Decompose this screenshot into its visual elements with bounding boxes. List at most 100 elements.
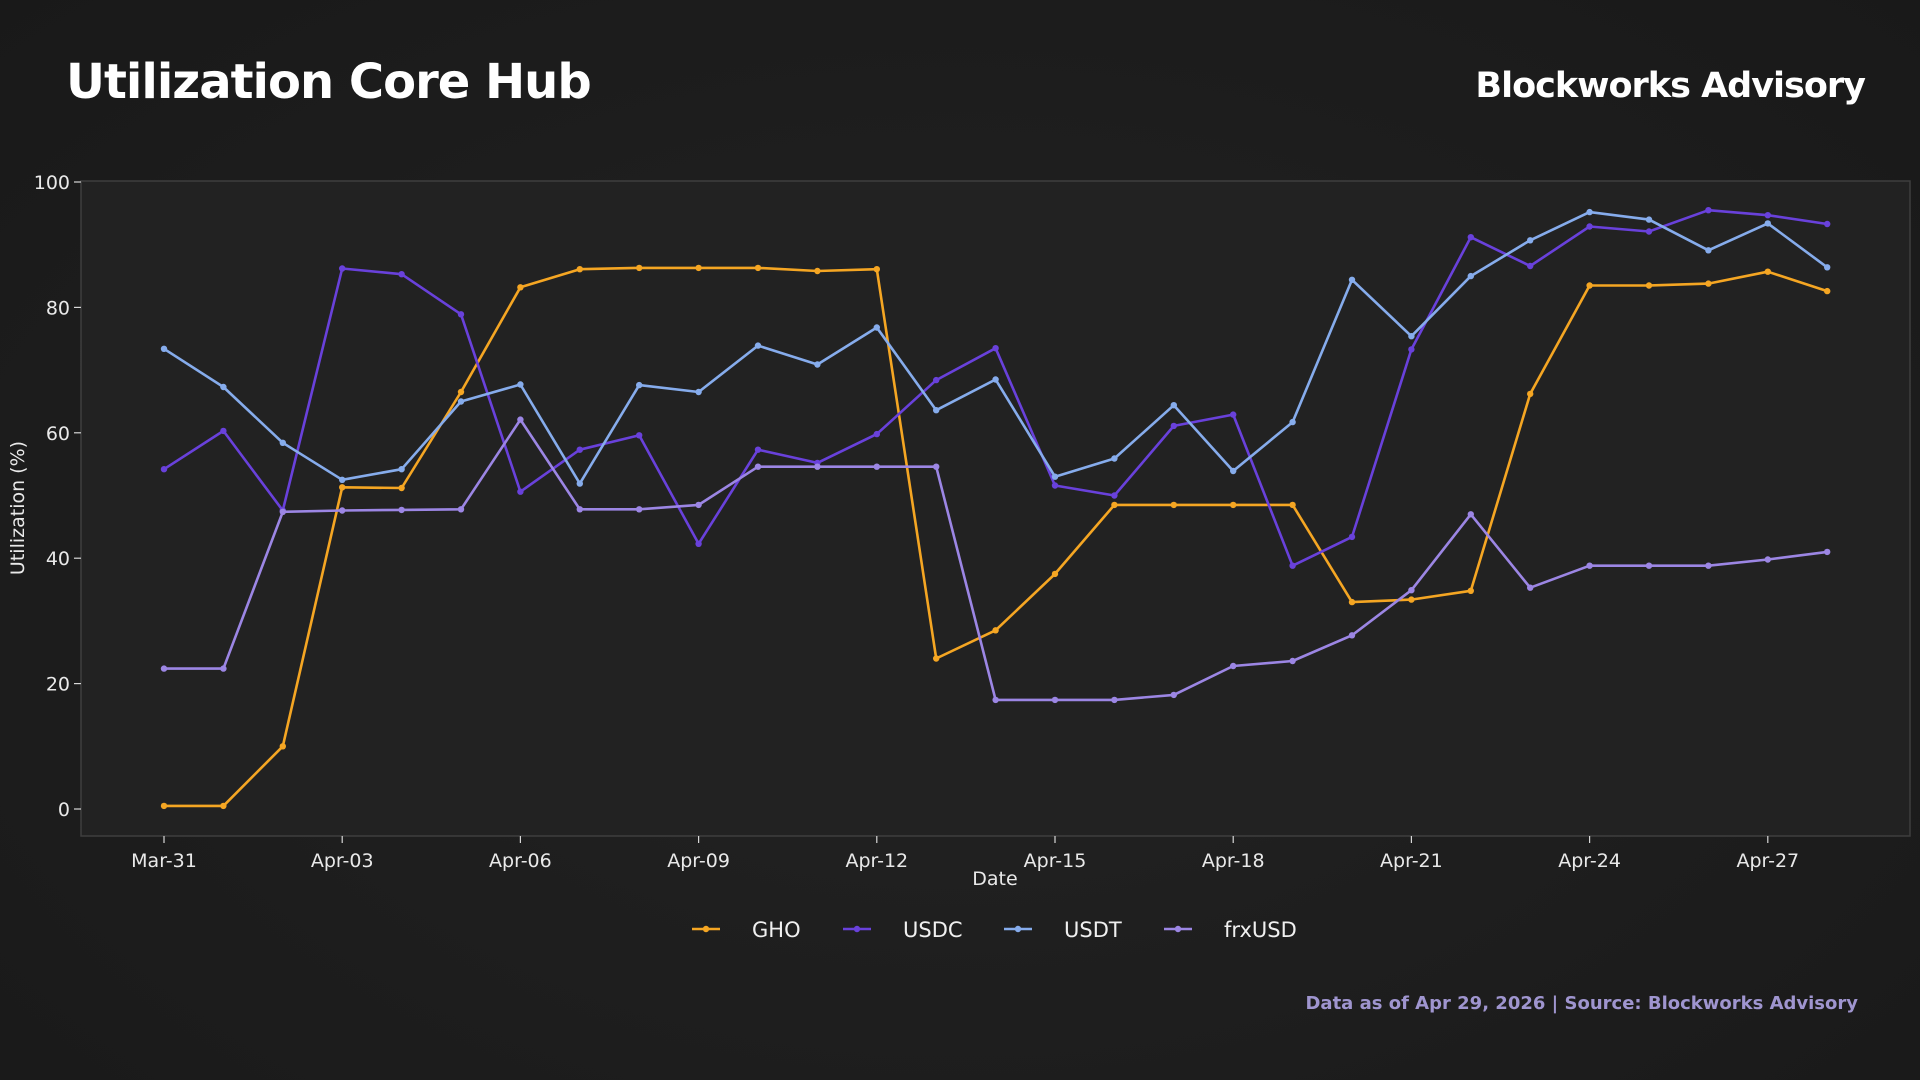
- data-point: [636, 432, 643, 439]
- data-point: [517, 488, 524, 495]
- data-point: [992, 345, 999, 352]
- data-point: [1408, 346, 1415, 353]
- series-frxusd: [160, 416, 1831, 704]
- series-usdc: [160, 207, 1831, 569]
- data-point: [1586, 208, 1593, 216]
- data-point: [873, 324, 880, 331]
- data-point: [220, 802, 227, 810]
- data-point: [1348, 276, 1356, 283]
- x-tick-label: Apr-03: [311, 850, 374, 872]
- legend-marker: [1174, 925, 1182, 933]
- data-point: [398, 506, 405, 514]
- data-point: [160, 802, 168, 810]
- data-point: [1230, 411, 1237, 418]
- data-point: [1348, 598, 1356, 606]
- data-point: [220, 665, 227, 672]
- data-point: [695, 501, 702, 509]
- data-point: [1467, 272, 1475, 280]
- data-point: [517, 416, 524, 423]
- legend-label: frxUSD: [1224, 918, 1297, 942]
- data-point: [1408, 596, 1415, 603]
- data-point: [576, 506, 583, 513]
- data-point: [933, 407, 940, 414]
- data-point: [1824, 287, 1831, 295]
- data-point: [220, 427, 227, 435]
- data-point: [873, 266, 880, 273]
- data-point: [754, 446, 762, 453]
- data-point: [1289, 562, 1296, 569]
- data-point: [933, 463, 940, 470]
- data-point: [933, 376, 940, 384]
- data-point: [1527, 390, 1534, 398]
- data-point: [457, 398, 465, 405]
- data-point: [1289, 501, 1296, 509]
- data-point: [1170, 691, 1178, 699]
- data-point: [1764, 212, 1772, 219]
- legend-marker: [702, 925, 710, 933]
- data-point: [1170, 422, 1178, 430]
- x-tick-label: Apr-15: [1024, 850, 1087, 872]
- data-point: [992, 627, 999, 634]
- data-point: [695, 264, 702, 272]
- data-point: [398, 466, 405, 473]
- data-point: [576, 266, 583, 273]
- series-usdt: [160, 208, 1831, 487]
- legend: GHO USDC USDT frxUSD: [692, 918, 1297, 942]
- data-point: [1824, 548, 1831, 556]
- data-point: [1764, 268, 1772, 275]
- source-note: Data as of Apr 29, 2026 | Source: Blockw…: [1305, 993, 1858, 1014]
- data-point: [695, 540, 702, 547]
- legend-marker: [1014, 925, 1022, 933]
- data-point: [695, 388, 702, 396]
- data-point: [1111, 492, 1118, 499]
- data-point: [457, 388, 465, 396]
- data-point: [576, 446, 583, 453]
- data-point: [279, 743, 286, 750]
- y-tick-label: 0: [58, 799, 70, 821]
- plot-area: [80, 180, 1911, 837]
- data-point: [1170, 402, 1178, 409]
- data-point: [457, 506, 465, 513]
- data-point: [814, 463, 821, 470]
- brand-logo-text: Blockworks Advisory: [1475, 66, 1866, 106]
- data-point: [873, 430, 880, 438]
- x-tick-label: Apr-12: [845, 850, 908, 872]
- legend-item-usdc: USDC: [843, 918, 963, 942]
- legend-label: GHO: [752, 918, 801, 942]
- page-title: Utilization Core Hub: [66, 54, 592, 110]
- data-point: [279, 508, 286, 515]
- data-point: [339, 265, 346, 272]
- data-point: [754, 342, 762, 349]
- x-tick-label: Apr-18: [1202, 850, 1265, 872]
- legend-marker: [853, 925, 861, 933]
- data-point: [1348, 533, 1356, 541]
- data-point: [1111, 696, 1118, 704]
- data-point: [1645, 562, 1653, 569]
- data-point: [1289, 418, 1296, 426]
- data-point: [1645, 282, 1653, 289]
- data-point: [1527, 584, 1534, 591]
- data-point: [1705, 247, 1712, 254]
- data-point: [220, 383, 227, 391]
- data-point: [457, 311, 465, 318]
- data-point: [1586, 562, 1593, 569]
- legend-item-frxusd: frxUSD: [1164, 918, 1297, 942]
- data-point: [339, 476, 346, 483]
- legend-item-gho: GHO: [692, 918, 801, 942]
- x-axis-title: Date: [972, 868, 1017, 890]
- data-point: [1170, 501, 1178, 509]
- data-point: [1527, 237, 1534, 244]
- y-tick-label: 60: [46, 423, 70, 445]
- data-point: [1705, 280, 1712, 287]
- legend-label: USDT: [1064, 918, 1122, 942]
- data-point: [636, 506, 643, 513]
- data-point: [814, 267, 821, 275]
- data-point: [1051, 696, 1059, 704]
- data-point: [1645, 228, 1653, 235]
- data-point: [636, 264, 643, 272]
- data-point: [1111, 501, 1118, 509]
- data-point: [1467, 234, 1475, 241]
- data-point: [873, 463, 880, 470]
- data-point: [339, 507, 346, 514]
- data-point: [160, 466, 168, 473]
